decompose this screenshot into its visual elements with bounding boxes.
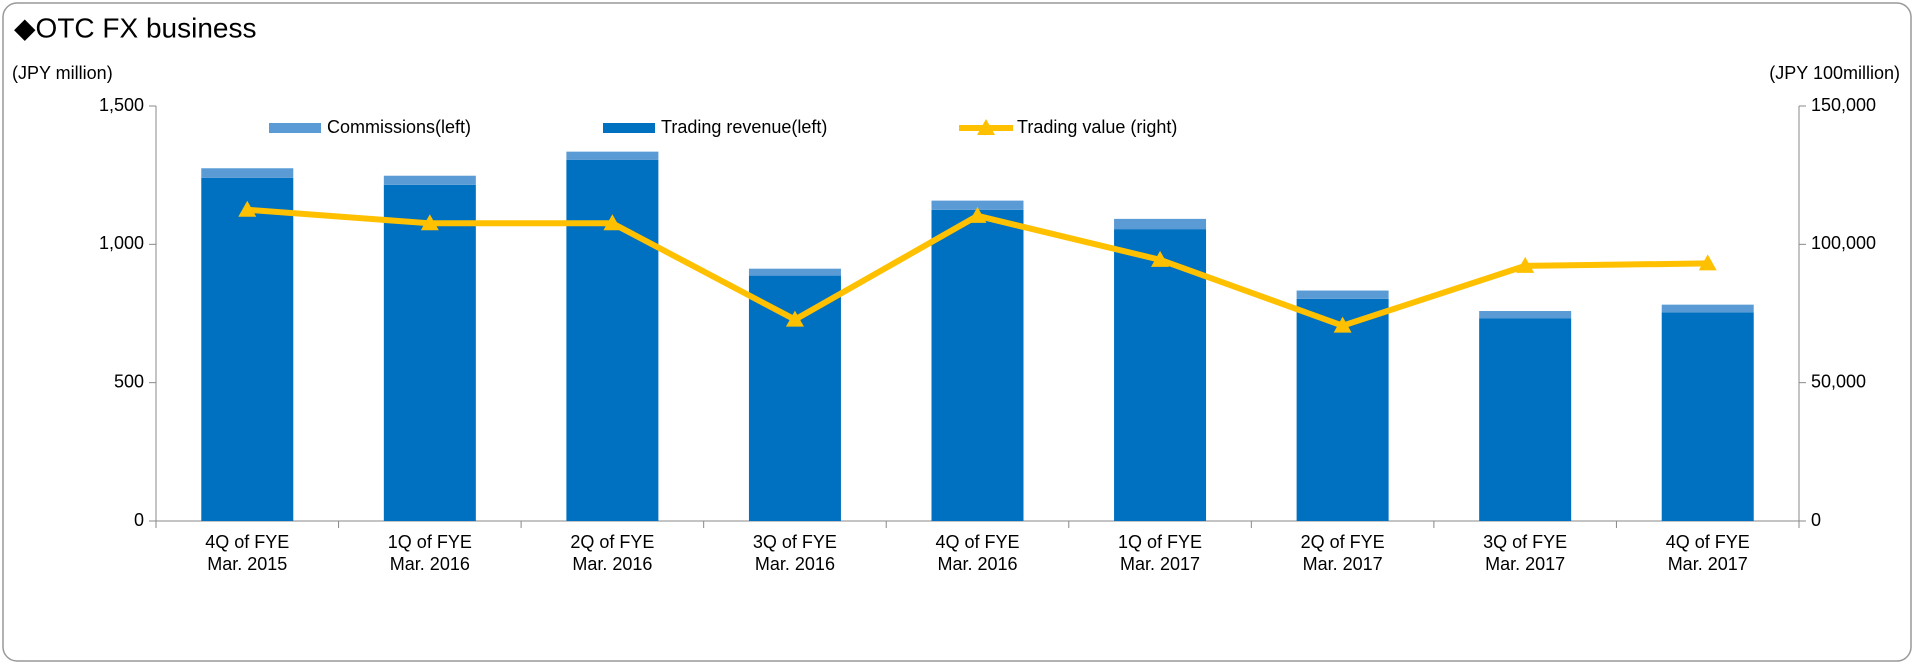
line-marker (603, 214, 622, 231)
bar-segment (1114, 218, 1207, 230)
bar-segment (931, 200, 1024, 210)
bar-segment (748, 268, 841, 276)
bar-segment (1296, 298, 1389, 521)
bar-segment (1296, 290, 1389, 299)
bar-segment (1114, 229, 1207, 521)
x-tick-label: 4Q of FYE Mar. 2016 (935, 532, 1020, 574)
line-marker (968, 206, 987, 223)
bar-segment (1661, 304, 1754, 313)
line-marker (1333, 316, 1352, 333)
line-marker (1516, 256, 1535, 273)
line-marker (238, 200, 257, 217)
y-tick-label: 500 (114, 371, 144, 391)
line-marker (1151, 250, 1170, 267)
legend-swatch (269, 123, 321, 133)
line-marker (420, 214, 439, 231)
legend-label: Commissions(left) (327, 117, 471, 137)
line-marker (1698, 254, 1717, 271)
bar-segment (566, 151, 659, 160)
x-tick-label: 4Q of FYE Mar. 2015 (205, 532, 290, 574)
bar-segment (201, 168, 294, 178)
x-tick-label: 2Q of FYE Mar. 2017 (1300, 532, 1385, 574)
x-tick-label: 4Q of FYE Mar. 2017 (1665, 532, 1750, 574)
y-tick-label: 1,500 (99, 95, 144, 115)
bar-segment (1479, 311, 1572, 319)
y-tick-label: 0 (134, 510, 144, 530)
y-axis-title: (JPY million) (12, 63, 113, 83)
bar-segment (201, 177, 294, 521)
bar-segment (383, 184, 476, 521)
x-tick-label: 1Q of FYE Mar. 2017 (1118, 532, 1203, 574)
bar-segment (1479, 318, 1572, 521)
y2-tick-label: 0 (1811, 510, 1821, 530)
x-tick-label: 2Q of FYE Mar. 2016 (570, 532, 655, 574)
x-tick-label: 1Q of FYE Mar. 2016 (387, 532, 472, 574)
y2-tick-label: 50,000 (1811, 371, 1866, 391)
y2-tick-label: 150,000 (1811, 95, 1876, 115)
legend-marker (977, 119, 995, 135)
bar-segment (383, 175, 476, 185)
y-tick-label: 1,000 (99, 233, 144, 253)
legend-swatch (603, 123, 655, 133)
legend-label: Trading revenue(left) (661, 117, 827, 137)
legend-label: Trading value (right) (1017, 117, 1177, 137)
chart-title: ◆OTC FX business (14, 12, 256, 43)
bar-segment (566, 159, 659, 521)
line-marker (785, 310, 804, 327)
x-tick-label: 3Q of FYE Mar. 2017 (1483, 532, 1568, 574)
x-tick-label: 3Q of FYE Mar. 2016 (752, 532, 837, 574)
y2-axis-title: (JPY 100million) (1769, 63, 1900, 83)
bar-segment (1661, 312, 1754, 521)
bar-segment (931, 209, 1024, 521)
y2-tick-label: 100,000 (1811, 233, 1876, 253)
